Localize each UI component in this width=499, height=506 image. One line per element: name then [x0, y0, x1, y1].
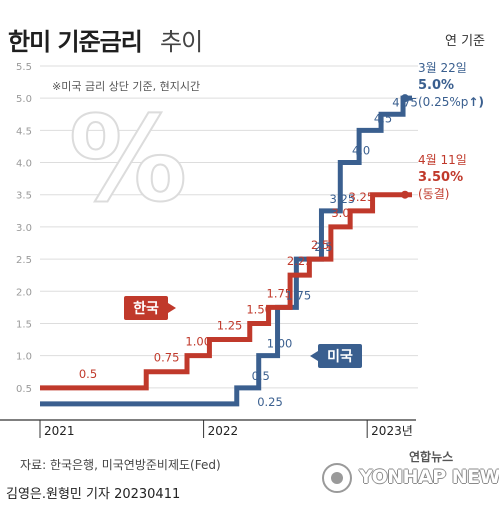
data-label: 0.25 [257, 395, 283, 409]
data-label: 1.00 [267, 337, 293, 351]
up-arrow-icon: ↑) [468, 95, 484, 109]
y-tick-label: 5.0 [16, 94, 32, 105]
data-label: 1.50 [246, 302, 272, 316]
data-label: 2.25 [287, 254, 313, 268]
data-label: 4.0 [352, 144, 370, 158]
legend-korea-text: 한국 [133, 301, 159, 317]
y-tick-label: 5.5 [16, 62, 32, 73]
legend-us-text: 미국 [327, 349, 353, 365]
data-label: 1.75 [267, 286, 293, 300]
y-tick-label: 4.0 [16, 159, 32, 170]
source-note: 자료: 한국은행, 미국연방준비제도(Fed) [20, 458, 221, 472]
data-label: 0.5 [252, 369, 270, 383]
y-tick-label: 4.5 [16, 126, 32, 137]
legend-korea-box [124, 296, 168, 320]
data-labels: 0.5 0.75 1.00 1.251.50 1.75 2.25 2.5 3.03.25 0.2… [79, 95, 418, 409]
chart-note: ※미국 금리 상단 기준, 현지시간 [52, 80, 200, 93]
rate-chart: % ※미국 금리 상단 기준, 현지시간 0.51.01.52.02.53.03… [0, 61, 484, 438]
chart-title: 한미 기준금리 [8, 28, 143, 56]
y-tick-label: 1.5 [16, 319, 32, 330]
series-line-us [40, 95, 412, 407]
annotation-date: 4월 11일 [418, 153, 467, 167]
data-label: 3.0 [331, 206, 349, 220]
chart-subtitle: 추이 [160, 28, 203, 56]
annotation-korea: 4월 11일 3.50% (동결) [418, 153, 467, 201]
data-label: 3.25 [349, 190, 375, 204]
x-tick-label: 2023년 [371, 424, 413, 438]
annotation-value: 5.0% [418, 78, 454, 93]
annotation-value: 3.50% [418, 170, 463, 185]
legend-us: 미국 [310, 344, 362, 368]
y-tick-label: 3.5 [16, 191, 32, 202]
byline: 김영은.원형민 기자 20230411 [6, 487, 181, 502]
y-tick-label: 2.0 [16, 287, 32, 298]
y-axis: 0.5 1.0 1.5 2.0 2.5 3.0 3.5 4.0 4.5 5.0 5.5 [16, 62, 32, 395]
logo-wordmark: YONHAP NEWS [359, 466, 499, 488]
y-tick-label: 3.0 [16, 223, 32, 234]
end-marker [401, 190, 409, 199]
unit-label: 연 기준 [444, 34, 485, 49]
legend-us-pointer [310, 351, 318, 361]
y-tick-label: 1.0 [16, 352, 32, 363]
series-line-korea [40, 192, 412, 391]
data-label: 2.5 [311, 238, 329, 252]
data-label: 1.00 [185, 335, 211, 349]
logo-korean: 연합뉴스 [409, 450, 454, 464]
annotation-us: 3월 22일 5.0% (0.25%p↑) [418, 61, 484, 109]
yonhap-emblem-icon [322, 463, 352, 493]
yonhap-logo: 연합뉴스 YONHAP NEWS [317, 450, 499, 494]
y-tick-label: 2.5 [16, 255, 32, 266]
annotation-change: (동결) [418, 187, 449, 201]
data-label: 2.5 [314, 240, 332, 254]
legend-korea: 한국 [124, 296, 176, 320]
data-label: 0.5 [79, 367, 97, 381]
y-tick-label: 0.5 [16, 384, 32, 395]
x-tick-label: 2022 [208, 424, 239, 438]
data-label: 4.75 [392, 95, 418, 109]
data-label: 1.25 [217, 319, 243, 333]
data-label: 3.25 [329, 192, 355, 206]
x-tick-label: 2021 [44, 424, 75, 438]
grid-layer [40, 65, 418, 389]
x-axis: 2021 2022 2023년 [0, 419, 416, 438]
percent-decoration: % [69, 90, 187, 228]
series-layer [40, 94, 412, 407]
end-marker [401, 94, 409, 103]
legend-korea-pointer [168, 303, 176, 313]
annotations: 3월 22일 5.0% (0.25%p↑) 4월 11일 3.50% (동결) [418, 61, 484, 201]
annotation-change: (0.25%p↑) [418, 95, 484, 109]
data-label: 1.75 [286, 288, 312, 302]
legend-us-box [318, 344, 362, 368]
data-label: 0.75 [154, 351, 180, 365]
annotation-date: 3월 22일 [418, 61, 467, 75]
data-label: 4.5 [374, 111, 392, 125]
